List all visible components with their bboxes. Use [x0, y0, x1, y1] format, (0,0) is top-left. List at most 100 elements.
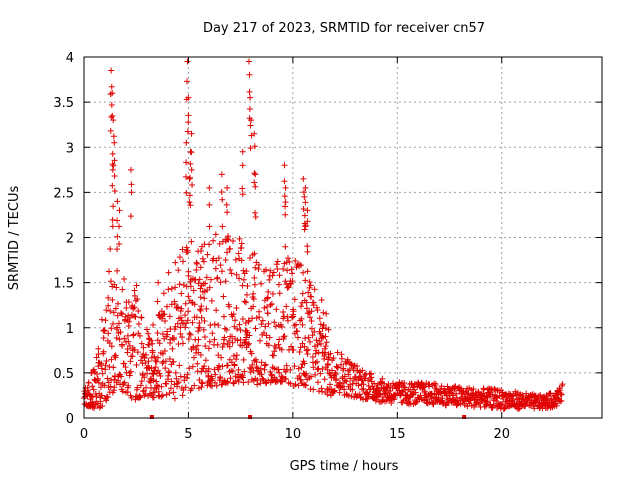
data-point	[246, 364, 253, 371]
data-point	[314, 366, 321, 373]
data-point	[178, 290, 185, 297]
data-point	[101, 328, 108, 335]
data-point	[230, 311, 237, 318]
data-point	[93, 393, 100, 400]
data-point	[302, 382, 309, 389]
data-point	[222, 278, 229, 285]
peak-point	[246, 88, 253, 95]
peak-point	[219, 223, 226, 230]
data-point	[115, 320, 122, 327]
peak-point	[300, 206, 307, 213]
data-point	[333, 363, 340, 370]
data-point	[190, 343, 197, 350]
data-point	[295, 382, 302, 389]
data-point	[422, 388, 429, 395]
peak-point	[128, 181, 135, 188]
data-point	[120, 360, 127, 367]
data-point	[183, 244, 190, 251]
peak-point	[127, 213, 134, 220]
data-point	[240, 276, 247, 283]
data-points	[81, 58, 566, 419]
data-point	[558, 397, 565, 404]
data-point	[199, 255, 206, 262]
peak-point	[304, 268, 311, 275]
data-point	[311, 286, 318, 293]
data-point	[438, 383, 445, 390]
data-point	[201, 318, 208, 325]
data-point	[195, 349, 202, 356]
data-point	[245, 317, 252, 324]
x-tick-label: 0	[80, 427, 88, 442]
data-point	[258, 280, 265, 287]
data-point	[187, 283, 194, 290]
data-point	[108, 325, 115, 332]
peak-point	[155, 279, 162, 286]
peak-point	[248, 117, 255, 124]
data-point	[207, 322, 214, 329]
data-point	[131, 313, 138, 320]
data-point	[164, 303, 171, 310]
data-point	[278, 323, 285, 330]
peak-point	[247, 94, 254, 101]
data-point	[146, 341, 153, 348]
data-point	[243, 291, 250, 298]
peak-point	[304, 218, 311, 225]
data-point	[128, 394, 135, 401]
data-point	[233, 304, 240, 311]
data-point	[547, 390, 554, 397]
data-point	[182, 384, 189, 391]
data-point	[141, 392, 148, 399]
data-point	[338, 361, 345, 368]
data-point	[243, 268, 250, 275]
data-point	[269, 290, 276, 297]
data-point	[313, 337, 320, 344]
data-point	[244, 283, 251, 290]
data-point	[197, 285, 204, 292]
data-point	[265, 288, 272, 295]
data-point	[202, 342, 209, 349]
data-point	[234, 325, 241, 332]
data-point	[306, 284, 313, 291]
data-point	[209, 375, 216, 382]
peak-point	[109, 90, 116, 97]
data-point	[99, 403, 106, 410]
data-point	[165, 269, 172, 276]
data-point	[233, 356, 240, 363]
peak-point	[219, 196, 226, 203]
data-point	[212, 231, 219, 238]
axes: 0 5 10 15 20 0 0.5 1 1.5 2 2.5 3 3.5 4	[53, 51, 603, 442]
data-point	[244, 341, 251, 348]
data-point	[162, 358, 169, 365]
data-point	[179, 392, 186, 399]
data-point	[250, 296, 257, 303]
peak-point	[281, 178, 288, 185]
data-point	[179, 340, 186, 347]
data-point	[282, 278, 289, 285]
data-point	[355, 382, 362, 389]
data-point	[211, 321, 218, 328]
data-point	[286, 258, 293, 265]
peak-point	[224, 209, 231, 216]
data-point	[234, 337, 241, 344]
data-point	[107, 383, 114, 390]
data-point	[280, 335, 287, 342]
data-point	[214, 341, 221, 348]
data-point	[200, 258, 207, 265]
data-point	[118, 373, 125, 380]
data-point	[172, 323, 179, 330]
data-point	[141, 374, 148, 381]
data-point	[347, 375, 354, 382]
data-point	[211, 336, 218, 343]
data-point	[297, 376, 304, 383]
data-point	[173, 375, 180, 382]
data-point	[150, 321, 157, 328]
data-point	[249, 361, 256, 368]
data-point	[289, 278, 296, 285]
data-point	[110, 364, 117, 371]
data-point	[201, 295, 208, 302]
data-point	[142, 359, 149, 366]
data-point	[165, 372, 172, 379]
data-point	[213, 257, 220, 264]
data-point	[125, 382, 132, 389]
data-point	[110, 309, 117, 316]
